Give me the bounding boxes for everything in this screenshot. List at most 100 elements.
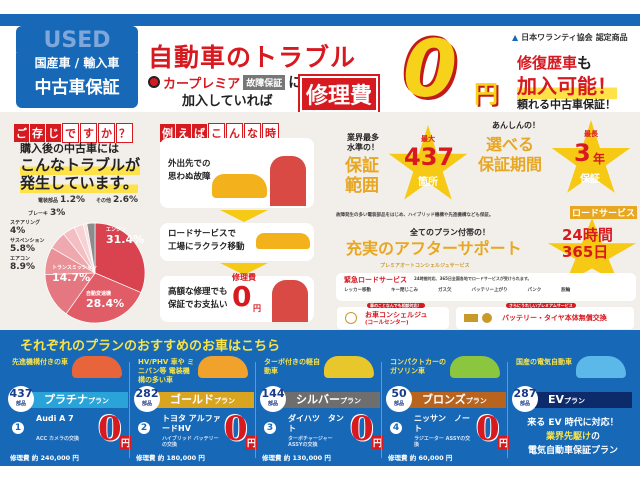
ev-description: 来る EV 時代に対応！ 業界先駆けの 電気自動車保証プラン (518, 416, 628, 458)
badge-char: ば (192, 124, 207, 142)
parts-unit: 部品 (141, 401, 152, 407)
step3-line1: 高額な修理でも (168, 287, 228, 297)
pie-label: その他 2.6% (96, 195, 138, 206)
f1-star-unit: 箇所 (418, 177, 438, 188)
step3-zero: 0 (232, 280, 252, 313)
pie-slice (94, 222, 146, 294)
plan-card-2: HV/PHV 車や ミニバン等 電装機構の多い車 ゴールドプラン 282 部品 2 … (132, 352, 258, 464)
support-pre: 全てのプラン付帯の！ (410, 228, 490, 237)
pie-label: トランスミッション 14.7% (52, 265, 97, 284)
used-line1: 国産車 / 輸入車 (34, 56, 120, 70)
step3-label: 修理費 (232, 273, 256, 282)
plan-parts-count: 282 部品 (134, 386, 160, 412)
yen-mark: 円 (246, 436, 258, 449)
ev-text2a: 業界先駆け (545, 432, 591, 442)
plan-parts-count: 50 部品 (386, 386, 412, 412)
association: ▲ 日本ワランティ協会 認定商品 (512, 32, 628, 43)
badge-char: え (176, 124, 191, 142)
service-item: キー閉じこみ (391, 288, 418, 293)
f1-pre1: 業界最多 (347, 133, 379, 142)
repair-note: ラジエーター ASSYの交換 (414, 436, 471, 448)
badge-char: か (98, 123, 115, 143)
pie-label-name: 電装部品 (38, 198, 59, 204)
concierge-box: 車のことなんでも相談対応！ お車コンシェルジュ (コールセンター) (337, 303, 449, 329)
plan-divider (129, 362, 130, 458)
pie-label-name: ステアリング (10, 220, 41, 226)
plan-card-5: 国産の電気自動車 EVプラン 287 部品 来る EV 時代に対応！ 業界先駆けの… (510, 352, 634, 464)
service-item: バッテリー上がり (471, 288, 508, 293)
plan-name: ゴールド (170, 393, 214, 406)
example-car: トヨタ アルファードHV (162, 414, 221, 433)
badge-char: ？ (116, 123, 133, 143)
plan-caption: HV/PHV 車や ミニバン等 電装機構の多い車 (138, 358, 195, 384)
battery-title: バッテリー・タイヤ本体無償交換 (502, 314, 607, 322)
pie-label: 電装部品 1.2% (38, 195, 85, 206)
pie-label-value: 5.8% (10, 243, 35, 254)
step3-yen: 円 (253, 304, 261, 313)
plan-caption: 先進機構付きの車 (12, 358, 68, 366)
example-car: Audi A 7 (36, 414, 74, 423)
left-badge: ご存じですか？ (14, 122, 134, 143)
plan-name: シルバー (296, 393, 340, 406)
pie-label-value: 8.9% (10, 261, 35, 272)
plan-divider (507, 362, 508, 458)
arrow-down-icon (220, 210, 268, 222)
parts-number: 287 (513, 387, 537, 400)
step3-line2: 保証でお支払い (168, 300, 228, 310)
pie-label: サスペンション 5.8% (10, 238, 45, 254)
emergency-note: 24時間対応、365日全国各地でロードサービスが受けられます。 (414, 276, 532, 281)
step2-line1: ロードサービスで (168, 229, 237, 239)
f1-note: 故障発生の多い電装部品をはじめ、ハイブリッド機構や先進機構なども保証。 (336, 213, 494, 218)
parts-number: 282 (135, 387, 159, 400)
example-rank: 1 (12, 422, 24, 434)
right-line1: 修復歴車も (517, 52, 592, 73)
plan-suffix: プラン (564, 397, 586, 405)
zero-yen: 0 (476, 409, 500, 449)
certified-label: 認定商品 (595, 33, 628, 42)
left-text2: こんなトラブルが (20, 154, 141, 175)
yen-mark: 円 (372, 436, 384, 449)
f1-star-top: 最大 (421, 135, 435, 143)
plan-suffix: プラン (465, 397, 487, 405)
plan-card-3: ターボ付きの軽自動車 シルバープラン 144 部品 3 ダイハツ タント ターボチャ… (258, 352, 384, 464)
zero-yen: 0 (224, 409, 248, 449)
headline: 自動車のトラブル (148, 43, 357, 72)
ev-text2b: の (591, 432, 601, 442)
plan-name: EV (548, 393, 565, 406)
f2-main2: 保証期間 (478, 155, 543, 174)
ev-text2: 業界先駆けの (518, 430, 628, 444)
pie-label-value: 4% (10, 225, 26, 236)
plan-suffix: プラン (340, 397, 361, 405)
badge-char: す (80, 123, 97, 143)
support-title: 充実のアフターサポート (346, 239, 522, 258)
premium-tag: さらにうれしいプレミアムサービス (506, 303, 576, 308)
pie-label-value: 1.2% (60, 195, 85, 205)
plan-suffix: プラン (214, 397, 235, 405)
yen-mark: 円 (120, 436, 132, 449)
right-line2: 加入可能！ (517, 70, 617, 99)
f2-pre: あんしんの！ (492, 121, 540, 130)
concierge-subtitle: (コールセンター) (365, 320, 409, 326)
headset-icon (345, 312, 357, 324)
ev-text1: 来る EV 時代に対応！ (527, 418, 619, 428)
repair-price: 修理費 約 60,000 円 (388, 454, 453, 462)
plan-suffix: プラン (88, 397, 109, 405)
brand: カープレミア 故障保証 に (148, 72, 302, 92)
pie-label-name: トランスミッション (52, 265, 97, 271)
top-stripe (0, 14, 640, 26)
battery-box: さらにうれしいプレミアムサービス バッテリー・タイヤ本体無償交換 (456, 303, 634, 329)
f2-main: 選べる 保証期間 (478, 135, 542, 175)
f1-pre: 業界最多 水準の！ (347, 133, 379, 153)
plan-caption: ターボ付きの軽自動車 (264, 358, 320, 375)
plan-caption: コンパクトカーの ガソリン車 (390, 358, 446, 375)
zero-graphic: 0 (402, 25, 458, 115)
right-line1b: も (577, 54, 593, 72)
plan-caption: 国産の電気自動車 (516, 358, 572, 366)
badge-char: じ (46, 124, 61, 142)
plan-name-bar: プラチナプラン (24, 392, 128, 408)
step1-line2: 思わぬ故障 (168, 172, 211, 182)
badge-char: 存 (30, 124, 45, 142)
arrow-down-icon (220, 263, 268, 275)
concierge-tag: 車のことなんでも相談対応！ (367, 303, 425, 308)
road-365: 365日 (562, 243, 609, 261)
